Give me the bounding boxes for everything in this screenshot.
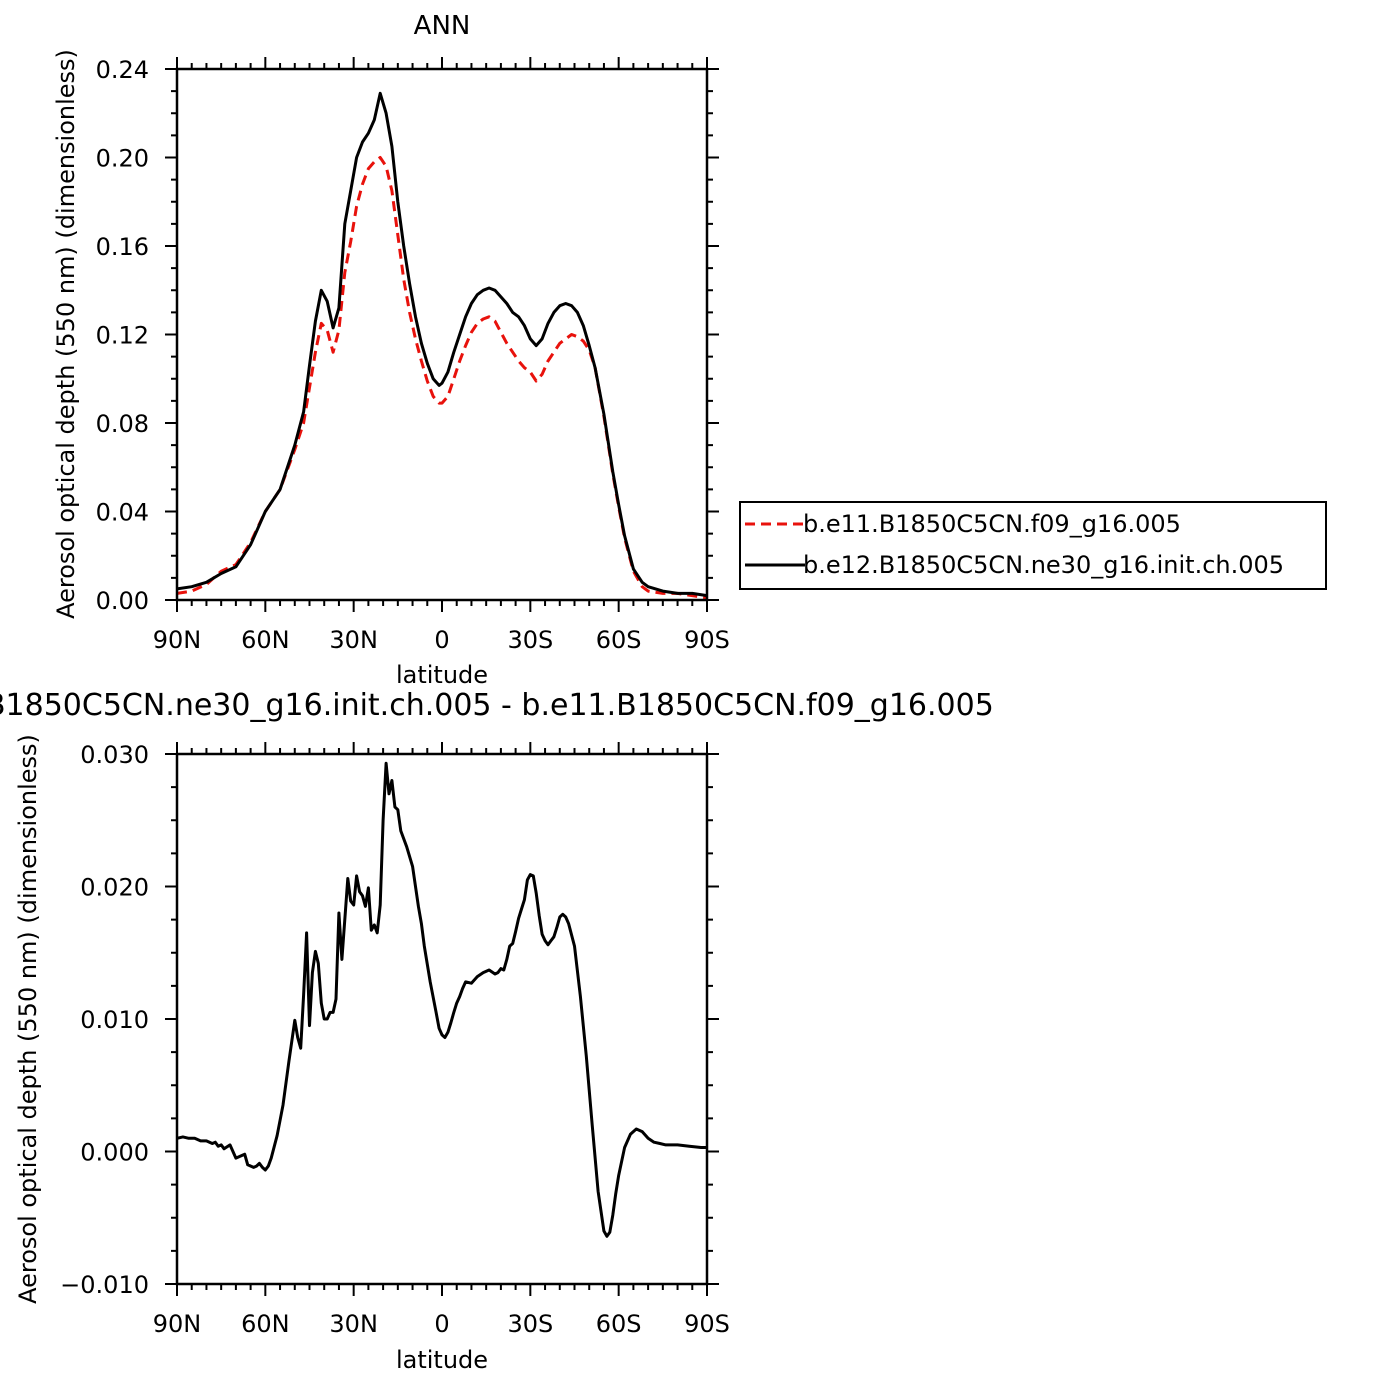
y-tick-label: 0.12 — [96, 322, 149, 350]
top-x-axis-label: latitude — [396, 661, 488, 689]
x-tick-label: 0 — [434, 626, 449, 654]
y-tick-label: −0.010 — [60, 1271, 149, 1299]
legend-box — [739, 501, 1327, 590]
y-tick-label: 0.04 — [96, 499, 149, 527]
x-tick-label: 90N — [153, 626, 202, 654]
y-tick-label: 0.020 — [80, 874, 149, 902]
x-tick-label: 30S — [507, 626, 553, 654]
y-tick-label: 0.000 — [80, 1139, 149, 1167]
y-tick-label: 0.16 — [96, 233, 149, 261]
bottom-axis-ticks: 90N 60N 30N 0 30S 60S 90S −0.010 0.000 0.010 0.020… — [60, 741, 730, 1338]
x-tick-label: 90S — [684, 626, 730, 654]
y-tick-label: 0.08 — [96, 410, 149, 438]
x-tick-label: 30S — [507, 1310, 553, 1338]
chart-title: ANN — [414, 11, 471, 41]
y-tick-label: 0.20 — [96, 145, 149, 173]
bottom-panel: b.e12.B1850C5CN.ne30_g16.init.ch.005 - b… — [0, 688, 994, 1374]
x-tick-label: 60N — [241, 626, 290, 654]
legend: b.e11.B1850C5CN.f09_g16.005 b.e12.B1850C… — [739, 501, 1327, 590]
bottom-x-axis-label: latitude — [396, 1346, 488, 1374]
top-axis-ticks: 90N 60N 30N 0 30S 60S 90S 0.00 0.04 0.08 0.12 0.16 0… — [96, 56, 730, 654]
legend-label-series-1: b.e11.B1850C5CN.f09_g16.005 — [803, 510, 1181, 538]
y-tick-label: 0.010 — [80, 1006, 149, 1034]
x-tick-label: 90S — [684, 1310, 730, 1338]
x-tick-label: 30N — [329, 1310, 378, 1338]
x-tick-label: 60S — [596, 626, 642, 654]
top-plot-frame — [175, 67, 709, 602]
top-panel: ANN 90N 60N 30N 0 30S 60S 90S 0.00 0.04 0.08 0.12 0… — [52, 11, 1327, 689]
x-tick-label: 60N — [241, 1310, 290, 1338]
top-y-axis-label: Aerosol optical depth (550 nm) (dimensio… — [52, 49, 80, 619]
bottom-plot-lines — [176, 761, 707, 1238]
y-tick-label: 0.00 — [96, 587, 149, 615]
bottom-y-axis-label: Aerosol optical depth (550 nm) (dimensio… — [14, 734, 42, 1304]
x-tick-label: 0 — [434, 1310, 449, 1338]
top-plot-lines — [176, 91, 708, 600]
difference-chart-title: b.e12.B1850C5CN.ne30_g16.init.ch.005 - b… — [0, 688, 994, 723]
series-line-1 — [176, 761, 707, 1238]
bottom-plot-frame — [175, 752, 709, 1286]
x-tick-label: 30N — [329, 626, 378, 654]
y-tick-label: 0.24 — [96, 56, 149, 84]
x-tick-label: 90N — [153, 1310, 202, 1338]
y-tick-label: 0.030 — [80, 741, 149, 769]
legend-label-series-2: b.e12.B1850C5CN.ne30_g16.init.ch.005 — [803, 551, 1284, 579]
x-tick-label: 60S — [596, 1310, 642, 1338]
series-line-2 — [176, 91, 708, 598]
